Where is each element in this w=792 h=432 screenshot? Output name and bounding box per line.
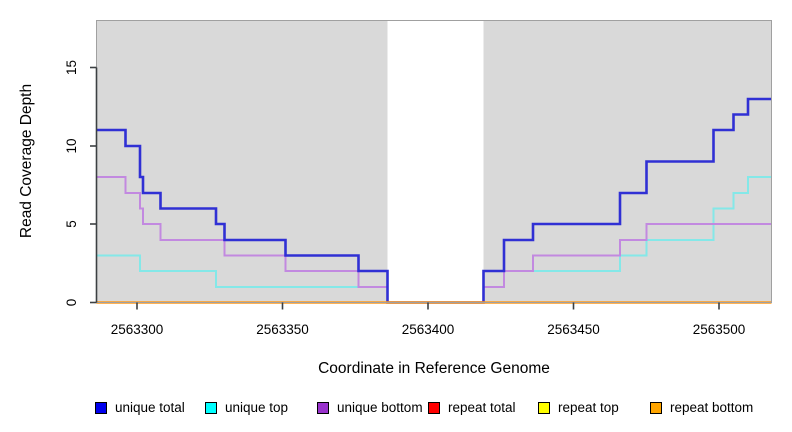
- x-axis-tick-label: 2563300: [111, 322, 164, 337]
- y-axis-tick-label: 5: [64, 220, 79, 228]
- plot-layer: 0 5 10 15 2563300 2563350 2563400 2563450 256350…: [64, 20, 772, 337]
- x-axis-title: Coordinate in Reference Genome: [318, 360, 550, 377]
- x-axis-tick-label: 2563400: [402, 322, 455, 337]
- x-axis-tick-label: 2563500: [693, 322, 746, 337]
- x-axis-tick-label: 2563350: [256, 322, 309, 337]
- y-axis-tick-label: 15: [64, 60, 79, 75]
- y-axis-tick-label: 10: [64, 138, 79, 153]
- series-line-unique-top: [96, 176, 772, 304]
- y-axis-title: Read Coverage Depth: [18, 84, 35, 238]
- y-axis-tick-label: 0: [64, 299, 79, 307]
- series-line-unique-total: [96, 97, 772, 304]
- series-line-unique-bottom: [96, 176, 772, 304]
- x-axis-tick-label: 2563450: [547, 322, 600, 337]
- masked-gap-region: [387, 21, 484, 302]
